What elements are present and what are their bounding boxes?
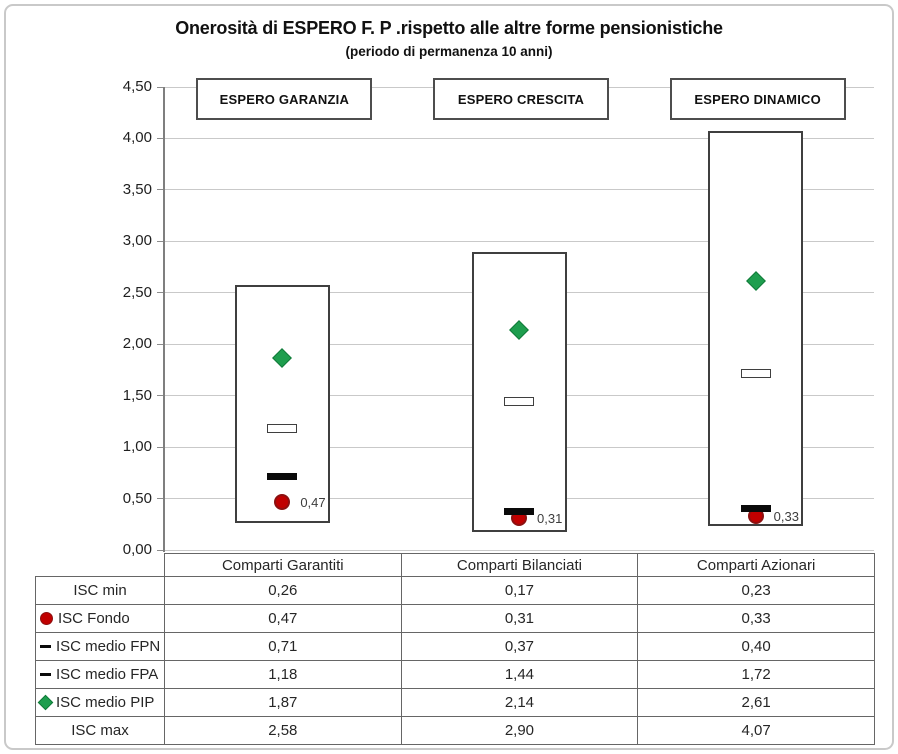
table-row: ISC medio PIP 1,87 2,14 2,61 (35, 688, 875, 717)
row-label: ISC medio PIP (56, 694, 155, 711)
value-cell: 2,14 (400, 688, 639, 717)
y-tick-label: 3,50 (122, 180, 152, 198)
y-axis-tick (157, 395, 164, 397)
y-tick-label: 2,00 (122, 335, 152, 353)
y-tick-label: 4,50 (122, 78, 152, 95)
range-bar (234, 284, 330, 524)
table-row: ISC min 0,26 0,17 0,23 (35, 576, 875, 605)
marker-isc-medio-fpa (504, 397, 534, 407)
marker-isc-medio-fpn (740, 505, 771, 513)
value-cell: 1,87 (164, 688, 402, 717)
row-label: ISC medio FPA (56, 666, 159, 683)
table-column-header: Comparti Garantiti (164, 553, 402, 577)
value-cell: 1,72 (637, 660, 875, 689)
row-label-cell: ISC medio FPA (35, 660, 165, 689)
data-label: 0,47 (300, 494, 326, 510)
row-label: ISC max (71, 722, 129, 739)
y-tick-label: 0,50 (122, 489, 152, 507)
black-dash-legend-icon (40, 645, 51, 648)
value-cell: 0,40 (637, 632, 875, 661)
value-cell: 2,61 (637, 688, 875, 717)
marker-isc-medio-fpa (740, 368, 771, 378)
row-label-cell: ISC max (35, 716, 165, 745)
isc-data-table: Comparti Garantiti Comparti Bilanciati Com… (35, 553, 875, 745)
range-bar (708, 131, 804, 527)
value-cell: 0,31 (400, 604, 639, 633)
data-label: 0,33 (773, 509, 799, 525)
table-row: ISC medio FPA 1,18 1,44 1,72 (35, 660, 875, 689)
y-axis-tick (157, 343, 164, 345)
y-tick-label: 2,50 (122, 283, 152, 301)
y-axis-tick (157, 189, 164, 191)
y-tick-label: 3,00 (122, 232, 152, 250)
y-axis-tick (157, 86, 164, 88)
marker-isc-medio-fpn (504, 508, 534, 516)
table-column-header: Comparti Bilanciati (400, 553, 639, 577)
data-label: 0,31 (537, 511, 563, 527)
table-column-header: Comparti Azionari (637, 553, 875, 577)
y-tick-label: 0,00 (122, 541, 152, 558)
row-label-cell: ISC medio FPN (35, 632, 165, 661)
y-axis-line (163, 87, 165, 552)
value-cell: 0,33 (637, 604, 875, 633)
chart-title: Onerosità di ESPERO F. P .rispetto alle … (175, 18, 723, 38)
row-label: ISC min (73, 582, 127, 599)
range-bar (471, 251, 567, 533)
table-row: ISC max 2,58 2,90 4,07 (35, 716, 875, 745)
y-tick-label: 1,00 (122, 438, 152, 456)
chart-subtitle: (periodo di permanenza 10 anni) (345, 44, 553, 59)
marker-isc-medio-fpa (267, 424, 298, 434)
y-axis-tick (157, 446, 164, 448)
y-gridline (164, 137, 874, 139)
table-header-row: Comparti Garantiti Comparti Bilanciati Com… (36, 553, 875, 577)
category-box: ESPERO GARANZIA (196, 78, 373, 120)
value-cell: 0,26 (164, 576, 402, 605)
value-cell: 4,07 (637, 716, 875, 745)
y-axis-tick (157, 549, 164, 551)
value-cell: 0,47 (164, 604, 402, 633)
y-tick-label: 4,00 (122, 129, 152, 147)
marker-isc-fondo (274, 493, 291, 510)
value-cell: 1,44 (400, 660, 639, 689)
red-circle-legend-icon (40, 612, 53, 625)
row-label: ISC medio FPN (56, 638, 161, 655)
category-box: ESPERO DINAMICO (669, 78, 846, 120)
row-label-cell: ISC Fondo (35, 604, 165, 633)
value-cell: 0,71 (164, 632, 402, 661)
marker-isc-medio-fpn (267, 473, 298, 481)
row-label-cell: ISC min (35, 576, 165, 605)
y-axis-tick (157, 137, 164, 139)
table-row: ISC medio FPN 0,71 0,37 0,40 (35, 632, 875, 661)
y-gridline (164, 189, 874, 191)
y-axis-tick (157, 292, 164, 294)
value-cell: 2,90 (400, 716, 639, 745)
table-row: ISC Fondo 0,47 0,31 0,33 (35, 604, 875, 633)
y-gridline (164, 240, 874, 242)
value-cell: 0,37 (400, 632, 639, 661)
row-label: ISC Fondo (58, 610, 130, 627)
y-axis-tick (157, 240, 164, 242)
y-axis-tick (157, 498, 164, 500)
y-tick-label: 1,50 (122, 386, 152, 404)
value-cell: 2,58 (164, 716, 402, 745)
green-diamond-legend-icon (37, 694, 54, 711)
value-cell: 0,23 (637, 576, 875, 605)
row-label-cell: ISC medio PIP (35, 688, 165, 717)
black-dash-legend-icon (40, 673, 51, 676)
value-cell: 0,17 (400, 576, 639, 605)
value-cell: 1,18 (164, 660, 402, 689)
category-box: ESPERO CRESCITA (433, 78, 609, 120)
y-gridline (164, 549, 874, 551)
